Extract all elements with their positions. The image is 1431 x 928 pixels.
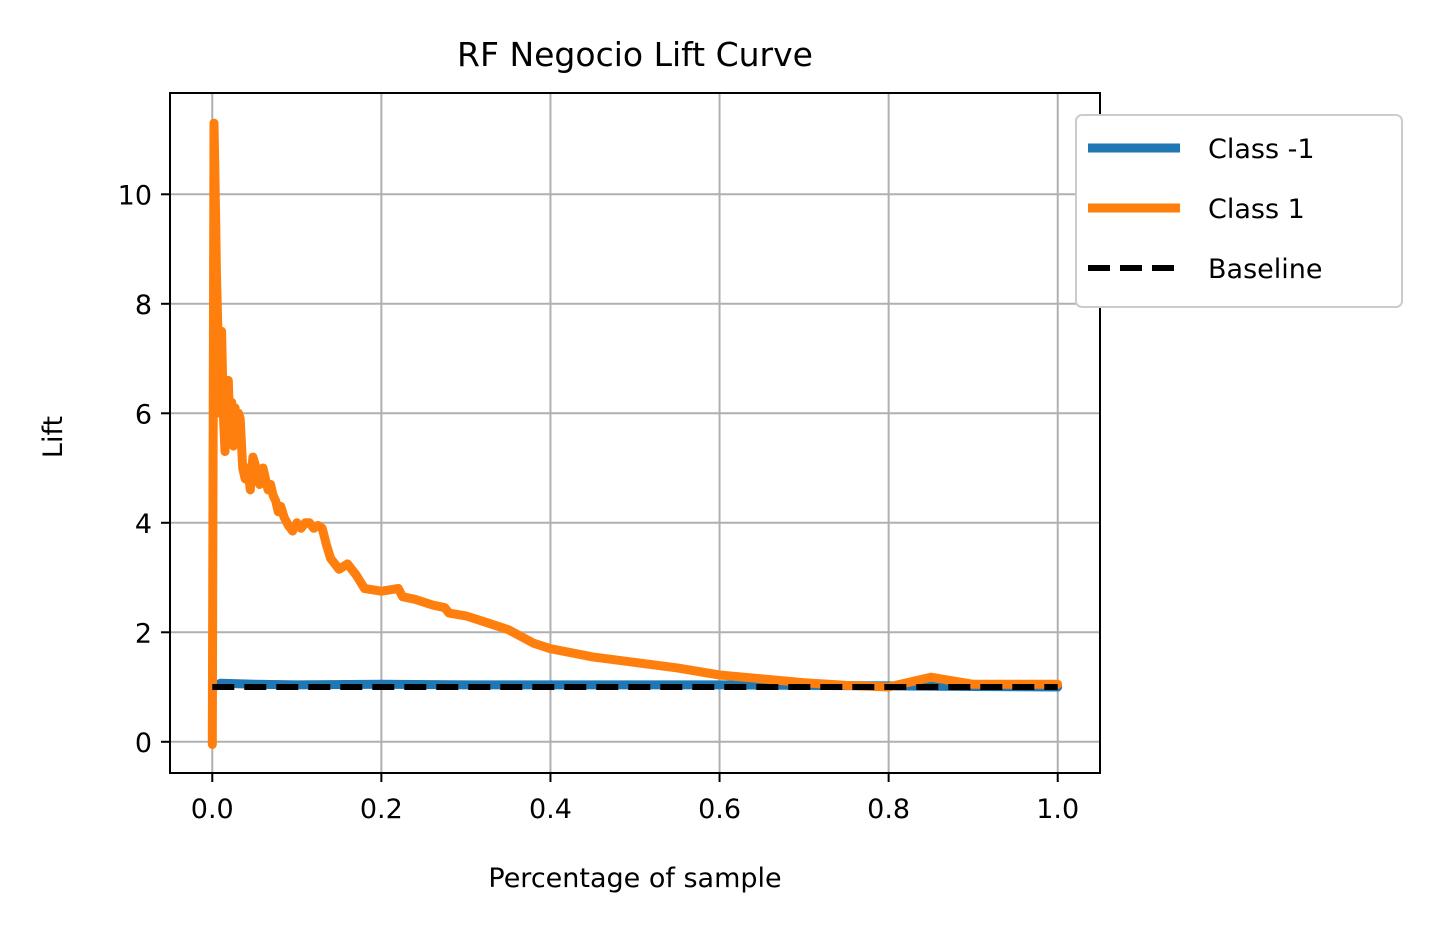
y-tick-label: 4: [135, 509, 152, 540]
y-tick-label: 8: [135, 290, 152, 321]
legend-label-class-neg1: Class -1: [1208, 134, 1315, 165]
legend-box: [1075, 114, 1403, 308]
x-axis-label: Percentage of sample: [488, 863, 781, 894]
x-tick-label: 1.0: [1036, 794, 1079, 825]
legend-label-class-1: Class 1: [1208, 194, 1305, 225]
x-tick-label: 0.4: [529, 794, 572, 825]
y-tick-label: 10: [118, 180, 152, 211]
y-axis-label: Lift: [38, 416, 69, 458]
y-tick-label: 6: [135, 399, 152, 430]
chart-title: RF Negocio Lift Curve: [457, 35, 813, 74]
ticks: 0.0 0.2 0.4 0.6 0.8 1.0 0 2 4 6 8 10: [118, 180, 1080, 825]
y-tick-label: 0: [135, 728, 152, 759]
grid: [170, 93, 1100, 773]
x-tick-label: 0.0: [191, 794, 234, 825]
series-layer: [207, 118, 1063, 749]
series-line-class-1: [207, 118, 1063, 749]
legend: Class -1 Class 1 Baseline: [1075, 114, 1403, 308]
x-tick-label: 0.2: [360, 794, 403, 825]
legend-label-baseline: Baseline: [1208, 254, 1322, 285]
x-tick-label: 0.8: [867, 794, 910, 825]
y-tick-label: 2: [135, 618, 152, 649]
x-tick-label: 0.6: [698, 794, 741, 825]
plot-frame: [169, 92, 1101, 774]
